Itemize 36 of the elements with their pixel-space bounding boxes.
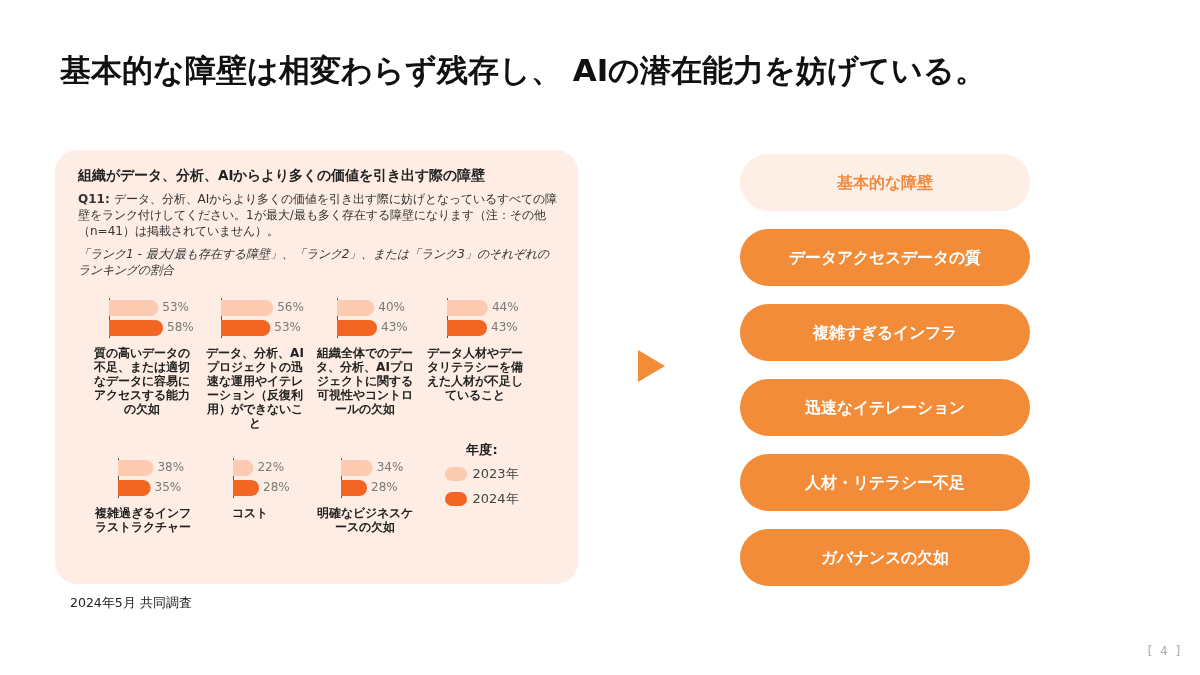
data-label: 22%: [257, 460, 285, 475]
data-label: 53%: [274, 320, 302, 335]
data-label: 35%: [154, 480, 182, 495]
text: 迅速なイテレーション: [805, 397, 965, 418]
legend-label: 2023年: [472, 466, 519, 481]
x-axis-title: データ人材やデータリテラシーを備えた人材が不足していること: [426, 346, 524, 402]
data-label: 43%: [491, 320, 518, 335]
text: ガバナンスの欠如: [821, 547, 949, 568]
text: 基本的な障壁: [837, 172, 933, 193]
data-label: 43%: [381, 320, 408, 335]
x-axis-title: 複雑過ぎるインフラストラクチャー: [94, 506, 192, 534]
text: 複雑すぎるインフラ: [813, 322, 957, 343]
data-label: 34%: [376, 460, 404, 475]
text: 組織がデータ、分析、AIからより多くの価値を引き出す際の障壁: [78, 167, 487, 185]
text: データアクセスデータの質: [789, 247, 981, 268]
legend-title: 年度:: [466, 442, 498, 458]
data-label: 28%: [263, 480, 290, 495]
text: 人材・リテラシー不足: [805, 472, 965, 493]
legend-label: 2024年: [472, 491, 519, 506]
data-label: 40%: [378, 300, 405, 315]
data-label: 58%: [167, 320, 194, 335]
text: 基本的な障壁は相変わらず残存し、 AIの潜在能力を妨げている。: [60, 51, 987, 90]
x-axis-title: 明確なビジネスケースの欠如: [316, 506, 414, 534]
x-axis-title: データ、分析、AIプロジェクトの迅速な運用やイテレーション（反復利用）ができないこと: [205, 346, 305, 430]
x-axis-title: コスト: [231, 506, 269, 520]
text: Q11: データ、分析、AIからより多くの価値を引き出す際に妨げとなっているすべての障壁をランク付けしてください。1が最大/最も多く存在する障壁になります（注：その他（n=41）は掲載されていません）。: [78, 192, 558, 238]
x-axis-title: 質の高いデータの不足、または適切なデータに容易にアクセスする能力の欠如: [93, 346, 191, 416]
text: [ 4 ]: [1145, 644, 1182, 658]
data-label: 28%: [371, 480, 398, 495]
text: 「ランク1 - 最大/最も存在する障壁」、「ランク2」、または「ランク3」のそれぞれのランキングの割合: [78, 246, 551, 278]
data-label: 38%: [157, 460, 185, 475]
data-label: 44%: [491, 300, 519, 315]
x-axis-title: 組織全体でのデータ、分析、AIプロジェクトに関する可視性やコントロールの欠如: [315, 346, 415, 416]
data-label: 56%: [277, 300, 304, 315]
data-label: 53%: [162, 300, 190, 315]
text: 2024年5月 共同調査: [70, 595, 192, 612]
